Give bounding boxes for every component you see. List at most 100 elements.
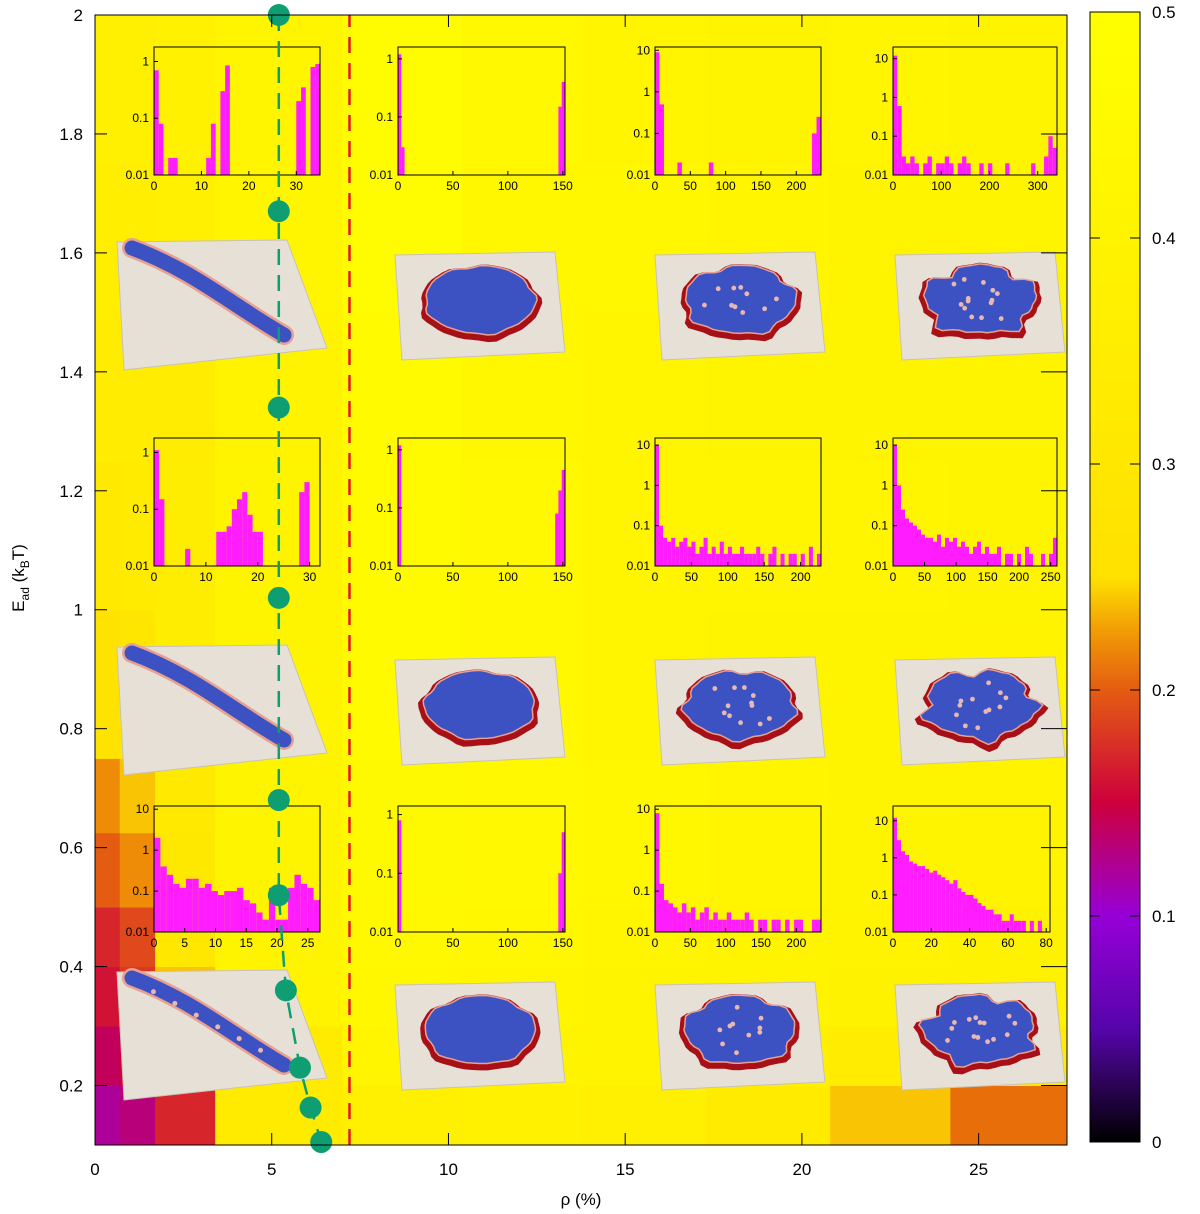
histogram-bar	[722, 919, 727, 932]
colorbar-tick-label: 0.3	[1152, 455, 1176, 474]
histogram-bar	[953, 880, 958, 932]
inset-x-tick-label: 150	[751, 936, 771, 950]
inset-y-tick-label: 0.1	[376, 866, 393, 880]
histogram-bar	[659, 104, 664, 175]
defect-spot	[994, 291, 1000, 297]
defect-spot	[969, 314, 975, 320]
transition-point	[267, 884, 290, 907]
y-axis-label-sub: ad	[18, 587, 32, 600]
inset-x-tick-label: 100	[498, 179, 518, 193]
defect-spot	[971, 1034, 977, 1039]
defect-spot	[750, 693, 756, 698]
histogram-bar	[166, 874, 174, 932]
inset-x-tick-label: 0	[395, 179, 402, 193]
histogram-bar	[154, 450, 160, 566]
histogram-bar	[211, 891, 218, 932]
heatmap-cell	[582, 832, 707, 908]
inset-y-tick-label: 0.1	[633, 126, 650, 140]
histogram-bar	[313, 900, 320, 932]
inset-x-tick-label: 100	[498, 936, 518, 950]
heatmap-cell	[342, 15, 464, 165]
heatmap-cell	[706, 832, 831, 908]
inset-y-tick-label: 0.01	[865, 559, 889, 573]
heatmap-cell	[950, 461, 1068, 611]
heatmap-cell	[95, 312, 121, 462]
inset-x-tick-label: 0	[151, 570, 158, 584]
histogram-bar	[558, 490, 562, 566]
histogram-bar	[726, 912, 732, 932]
histogram-inset: 0 50 100 150 0.01 0.1 1	[370, 46, 573, 193]
histogram-bar	[740, 919, 745, 932]
histogram-bar	[973, 898, 978, 932]
defect-spot	[766, 716, 772, 721]
histogram-bar	[929, 537, 933, 566]
inset-x-tick-label: 50	[446, 936, 460, 950]
histogram-bar	[237, 887, 244, 932]
histogram-bar	[905, 854, 910, 932]
histogram-bar	[231, 509, 237, 566]
histogram-bars	[655, 445, 821, 566]
histogram-bar	[1052, 147, 1057, 175]
histogram-bar	[699, 912, 705, 932]
heatmap-cell	[95, 15, 121, 165]
histogram-inset: 0 50 100 150 200 0.01 0.1 1 10	[627, 802, 822, 950]
inset-x-tick-label: 0	[151, 936, 158, 950]
defect-spot	[1012, 1020, 1018, 1026]
histogram-bar	[398, 445, 402, 566]
defect-spot	[958, 698, 964, 704]
histogram-bar	[901, 509, 905, 566]
inset-y-tick-label: 0.1	[376, 501, 393, 515]
histogram-bar	[315, 64, 320, 175]
heatmap-cell	[830, 461, 951, 611]
morphology-snapshots	[116, 238, 1066, 1101]
defect-spot	[172, 1000, 178, 1006]
inset-y-tick-label: 1	[881, 478, 888, 492]
defect-spot	[738, 720, 743, 726]
defect-spot	[762, 306, 768, 312]
heatmap-cell	[706, 758, 831, 834]
inset-x-tick-label: 5	[181, 936, 188, 950]
histogram-bar	[677, 162, 682, 175]
colorbar-tick-label: 0	[1152, 1133, 1161, 1152]
defect-spot	[725, 703, 731, 709]
defect-spot	[150, 989, 156, 995]
histogram-bar	[993, 914, 998, 932]
inset-y-tick-label: 10	[136, 802, 150, 816]
histogram-bar	[1048, 136, 1053, 175]
x-tick-label: 0	[90, 1160, 99, 1179]
inset-x-tick-label: 15	[240, 936, 254, 950]
defect-spot	[734, 1050, 739, 1056]
domain-body	[680, 670, 799, 743]
histogram-bar	[256, 912, 263, 932]
histogram-inset: 0 50 100 150 200 0.01 0.1 1 10	[627, 43, 822, 193]
transition-point	[310, 1131, 333, 1154]
histogram-bar	[957, 163, 963, 175]
inset-x-tick-label: 300	[1028, 179, 1048, 193]
histogram-inset: 0 10 20 30 0.01 0.1 1	[126, 437, 321, 584]
histogram-bar	[695, 553, 700, 566]
inset-y-tick-label: 0.1	[132, 884, 149, 898]
histogram-bar	[221, 531, 227, 566]
inset-x-tick-label: 200	[791, 570, 811, 584]
histogram-bars	[398, 54, 565, 175]
transition-line	[277, 15, 323, 1143]
heatmap-cell	[950, 1085, 1068, 1146]
histogram-bar	[681, 903, 687, 932]
histogram-bar	[762, 919, 768, 932]
defect-spot	[757, 1029, 763, 1035]
domain-body	[425, 264, 538, 336]
histogram-bar	[744, 553, 749, 566]
histogram-bar	[686, 912, 691, 932]
histogram-bar	[1005, 553, 1009, 566]
defect-spot	[957, 702, 963, 708]
histogram-bar	[1009, 553, 1013, 566]
histogram-bar	[794, 919, 799, 932]
heatmap-cell	[462, 758, 584, 834]
inset-x-tick-label: 0	[652, 936, 659, 950]
histogram-bar	[937, 874, 942, 932]
histogram-bar	[1037, 920, 1042, 932]
transition-point	[267, 586, 290, 609]
inset-frame	[397, 46, 566, 176]
